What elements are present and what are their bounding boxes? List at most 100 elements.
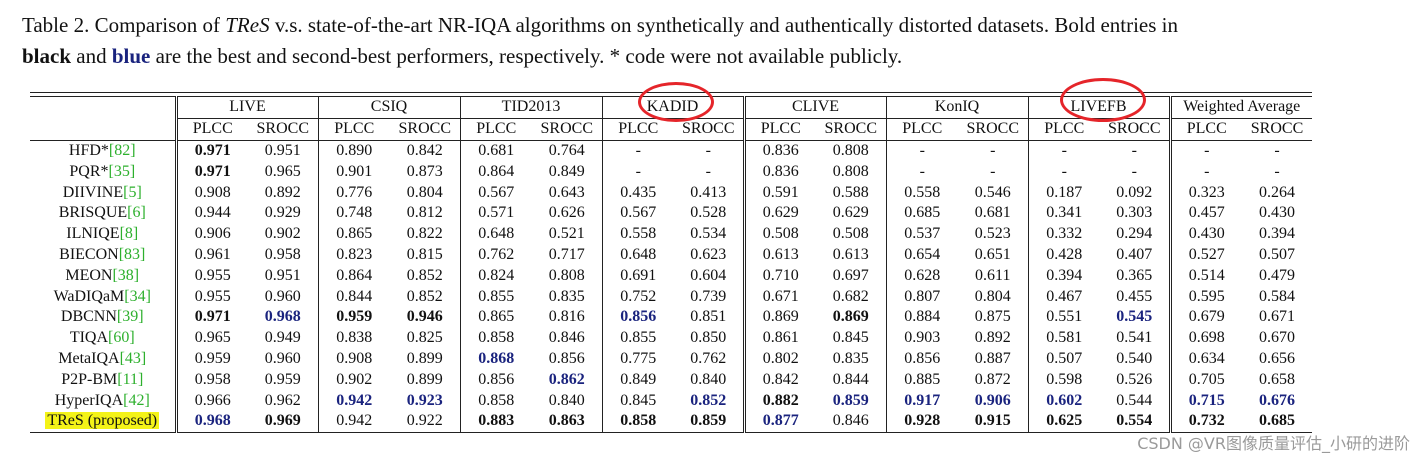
citation-link[interactable]: [43]: [119, 349, 147, 367]
table-cell: 0.428: [1027, 244, 1100, 266]
comparison-table: LIVE CSIQ TID2013 KADID CLIVE KonIQ LIVEFB Weig…: [30, 92, 1312, 433]
citation-link[interactable]: [39]: [116, 308, 144, 326]
table-cell: 0.613: [742, 244, 816, 266]
citation-link[interactable]: [38]: [112, 266, 140, 284]
table-cell: 0.643: [548, 183, 585, 201]
table-cell: 0.591: [742, 182, 816, 203]
table-cell: 0.682: [832, 287, 869, 305]
citation-link[interactable]: [5]: [123, 183, 142, 201]
table-cell: 0.899: [406, 370, 443, 388]
table-cell: 0.971: [194, 308, 231, 326]
citation-link[interactable]: [34]: [124, 287, 151, 305]
citation-link[interactable]: [83]: [118, 245, 146, 263]
table-cell: 0.648: [459, 223, 532, 245]
table-cell: 0.852: [406, 287, 443, 305]
citation-link[interactable]: [8]: [119, 225, 139, 243]
table-cell: 0.775: [601, 348, 674, 370]
table-row: PQR*[35] 0.971 0.965 0.901 0.873 0.864 0.849- -…: [30, 161, 1312, 183]
table-cell: 0.628: [885, 265, 958, 287]
table-cell: -: [705, 141, 711, 159]
citation-link[interactable]: [11]: [117, 370, 144, 388]
table-cell: 0.802: [742, 348, 816, 370]
table-cell: -: [885, 140, 958, 162]
table-cell: 0.394: [1027, 265, 1100, 287]
table-cell: 0.852: [406, 266, 443, 284]
table-cell: 0.863: [532, 410, 602, 433]
table-cell: 0.804: [974, 287, 1011, 305]
table-cell: 0.676: [1259, 391, 1295, 409]
method-name: BRISQUE[6]: [30, 202, 178, 224]
method-name: MEON[38]: [30, 265, 178, 287]
table-cell: 0.851: [690, 308, 727, 326]
table-cell: -: [1168, 161, 1242, 183]
table-row: TIQA[60] 0.965 0.949 0.838 0.825 0.858 0.846 0.…: [30, 327, 1312, 349]
table-cell: 0.959: [317, 306, 390, 328]
table-row: WaDIQaM[34] 0.955 0.960 0.844 0.852 0.855 0.83…: [30, 286, 1312, 307]
method-label: WaDIQaM: [53, 287, 125, 305]
table-cell: 0.856: [459, 369, 532, 391]
table-cell: 0.842: [742, 369, 816, 391]
table-cell: 0.187: [1027, 182, 1100, 203]
table-cell: 0.691: [601, 265, 674, 287]
table-cell: 0.845: [601, 390, 674, 411]
table-cell: 0.858: [459, 327, 532, 349]
table-cell: 0.294: [1116, 225, 1153, 243]
table-cell: 0.685: [885, 202, 958, 224]
table-cell: 0.584: [1259, 287, 1295, 305]
citation-link[interactable]: [42]: [123, 391, 150, 409]
table-cell: 0.890: [317, 140, 390, 162]
method-label: MEON: [65, 266, 113, 284]
header-metric-plcc: PLCC: [317, 118, 390, 141]
table-cell: 0.928: [885, 410, 958, 433]
method-name: P2P-BM[11]: [30, 369, 178, 391]
table-cell: 0.762: [690, 349, 727, 367]
table-cell: 0.625: [1027, 410, 1100, 433]
header-metric-srocc: SROCC: [1242, 118, 1312, 141]
method-label: BRISQUE: [58, 204, 128, 222]
table-cell: 0.679: [1168, 306, 1242, 328]
table-cell: 0.697: [832, 266, 869, 284]
table-cell: 0.776: [317, 182, 390, 203]
header-dataset-koniq: KonIQ: [885, 96, 1028, 119]
header-metric-plcc: PLCC: [1168, 118, 1242, 141]
table-cell: 0.958: [194, 370, 231, 388]
table-cell: 0.949: [264, 329, 301, 347]
caption-blue-word: blue: [111, 44, 151, 68]
table-cell: 0.846: [816, 410, 886, 433]
citation-link[interactable]: [6]: [127, 204, 146, 222]
table-cell: 0.332: [1027, 223, 1100, 245]
table-cell: 0.604: [690, 266, 727, 284]
table-cell: 0.514: [1168, 265, 1242, 287]
table-cell: 0.922: [390, 410, 460, 433]
citation-link[interactable]: [60]: [108, 329, 135, 347]
table-cell: 0.812: [406, 204, 443, 222]
table-cell: 0.887: [974, 349, 1011, 367]
table-cell: 0.685: [1242, 410, 1312, 433]
method-label: TIQA: [69, 329, 109, 347]
table-cell: 0.849: [548, 162, 585, 180]
table-cell: 0.855: [601, 327, 674, 349]
table-cell: 0.526: [1116, 370, 1153, 388]
table-row: BIECON[83] 0.961 0.958 0.823 0.815 0.762 0.717…: [30, 244, 1312, 266]
table-cell: 0.825: [406, 329, 443, 347]
table-cell: 0.527: [1168, 244, 1242, 266]
table-cell: 0.959: [264, 370, 301, 388]
table-cell: 0.551: [1027, 306, 1100, 328]
method-name: HyperIQA[42]: [30, 390, 178, 411]
method-label: TReS (proposed): [45, 412, 160, 430]
table-cell: 0.815: [406, 245, 443, 263]
method-name: MetaIQA[43]: [30, 348, 178, 370]
citation-link[interactable]: [82]: [108, 141, 136, 159]
method-name: DIIVINE[5]: [30, 182, 178, 203]
table-cell: 0.856: [601, 306, 674, 328]
table-cell: 0.906: [974, 391, 1011, 409]
method-label: DIIVINE: [62, 183, 124, 201]
table-cell: 0.884: [885, 306, 958, 328]
table-cell: 0.558: [601, 223, 674, 245]
citation-link[interactable]: [35]: [108, 162, 136, 180]
table-row: TReS (proposed) 0.968 0.969 0.942 0.922 0.883…: [30, 410, 1312, 433]
table-cell: 0.764: [548, 141, 585, 159]
table-cell: 0.571: [459, 202, 532, 224]
table-cell: 0.902: [264, 225, 301, 243]
table-cell: 0.835: [548, 287, 585, 305]
